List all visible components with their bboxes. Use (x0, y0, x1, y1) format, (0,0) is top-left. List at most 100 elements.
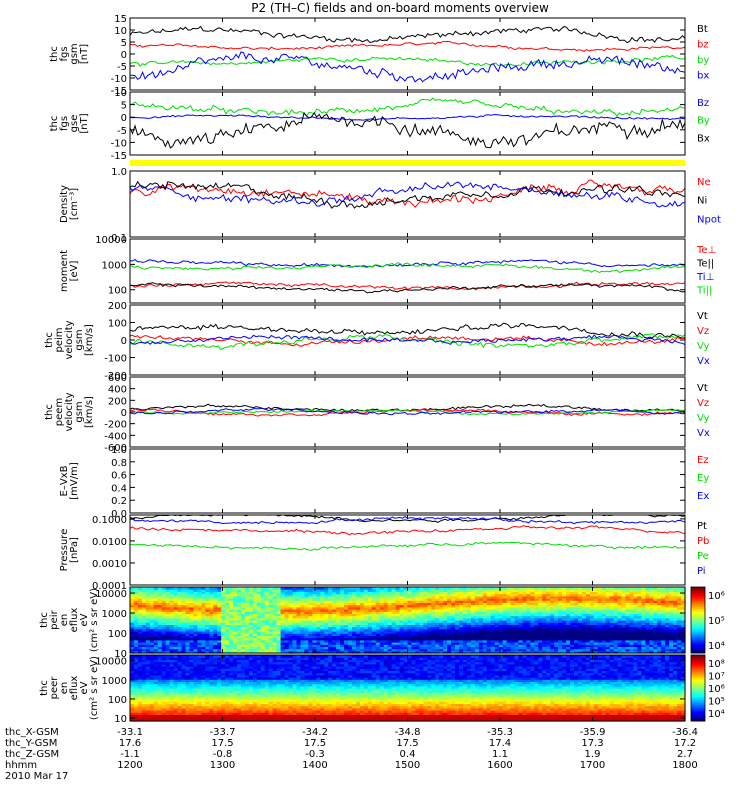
y-tick-label: 0.6 (111, 471, 127, 482)
y-axis-label: [cm⁻³] (69, 188, 80, 220)
legend-label: Vz (697, 326, 709, 337)
y-tick-label: -10 (111, 138, 127, 149)
y-tick-label: 15 (114, 14, 127, 25)
panel-ion-spectrogram: 10⁶ 10⁵ 10⁴ 10000 1000 100 10 thc peir en eflux eV(… (39, 586, 725, 660)
colorbar-tick-label: 10⁶ (708, 684, 725, 695)
legend-label: Bz (697, 98, 709, 109)
legend-label: Ne (697, 177, 711, 188)
series-line-by (129, 54, 686, 67)
ephemeris-row-label: thc_Z-GSM (5, 749, 59, 760)
ephemeris-value: 17.4 (489, 738, 511, 749)
date-label: 2010 Mar 17 (5, 771, 68, 782)
y-axis-label: thc (44, 404, 55, 420)
legend-label: Pb (697, 536, 709, 547)
y-axis-label: velocity (64, 392, 75, 431)
legend-label: Ti|| (696, 286, 712, 297)
panel-frame (129, 17, 686, 91)
y-axis-label: en (59, 614, 70, 627)
series-line-bz (129, 40, 686, 52)
y-tick-label: 10 (114, 26, 127, 37)
y-tick-label: 5 (121, 38, 127, 49)
y-axis-label: velocity (64, 320, 75, 359)
flag-bar (130, 160, 685, 166)
legend-label: Vx (697, 428, 710, 439)
y-tick-label: 0.1000 (92, 515, 127, 526)
y-tick-label: -200 (104, 371, 127, 382)
y-tick-label: 1.0 (111, 445, 127, 456)
y-axis-label: [nT] (79, 44, 90, 64)
panel-frame (129, 448, 686, 514)
y-tick-label: -5 (117, 62, 127, 73)
y-tick-label: 200 (108, 396, 127, 407)
ephemeris-row-label: thc_X-GSM (5, 727, 59, 738)
y-axis-label: gsm (74, 401, 85, 422)
y-tick-label: -15 (111, 151, 127, 162)
y-tick-label: 0.0100 (92, 537, 127, 548)
legend-label: Ez (697, 455, 709, 466)
y-axis-label: [km/s] (84, 396, 95, 428)
chart-title: P2 (TH–C) fields and on-board moments ov… (251, 1, 549, 15)
series-line-bx (129, 51, 686, 83)
panel-fgs-despun: Bz By Bx 10 50 -5-10 -15 thc fgs gse [nT] (49, 88, 710, 162)
ephemeris-value: 17.5 (396, 738, 418, 749)
y-axis-label: peim (54, 327, 65, 352)
y-tick-label: 1000 (102, 260, 127, 271)
colorbar-tick-label: 10⁶ (708, 591, 725, 602)
series-line-Pb (129, 524, 686, 536)
legend-label: by (697, 55, 709, 66)
y-axis-label: fgs (59, 116, 70, 131)
y-tick-label: 0.1 (111, 233, 127, 244)
panel-frame (129, 514, 686, 586)
series-line-Vy (129, 409, 686, 416)
y-axis-label: en (59, 682, 70, 695)
ephemeris-row-label: thc_Y-GSM (5, 738, 57, 749)
y-tick-label: -400 (104, 431, 127, 442)
legend-label: Bt (697, 24, 708, 35)
y-axis-label: [mV/m] (69, 462, 80, 500)
panel-frame (129, 170, 686, 238)
y-axis-label: peer (49, 676, 60, 700)
x-axis: thc_X-GSM -33.1 -33.7 -34.2 -34.8 -35.3 -35.9 -… (5, 727, 698, 782)
series-line-Vt (129, 322, 686, 339)
ephemeris-value: 1.1 (492, 749, 508, 760)
series-line-Ti (129, 258, 686, 268)
legend-label: Ey (697, 473, 709, 484)
legend-label: Te|| (696, 259, 714, 270)
ephemeris-value: -35.3 (487, 727, 513, 738)
y-tick-label: 10 (114, 88, 127, 99)
y-tick-label: 5 (121, 101, 127, 112)
ephemeris-value: 1300 (210, 760, 235, 771)
y-axis-label: Pressure (59, 529, 70, 572)
legend-label: Ex (697, 491, 709, 502)
y-tick-label: 10000 (95, 589, 127, 600)
panel-density: Ne Ni Npot 1.0 0.1 Density [cm⁻³] (59, 167, 721, 244)
y-axis-label: gse (69, 115, 80, 133)
y-axis-label: thc (39, 612, 50, 628)
y-tick-label: 400 (108, 385, 127, 396)
series-line-Ti (129, 262, 686, 274)
ephemeris-value: -0.3 (305, 749, 325, 760)
y-axis-label: peem (54, 398, 65, 426)
ephemeris-value: 1400 (302, 760, 327, 771)
ephemeris-value: 17.5 (304, 738, 326, 749)
ephemeris-value: 1.9 (585, 749, 601, 760)
series-line-By (129, 97, 686, 117)
y-axis-label: thc (49, 46, 60, 62)
legend-label: Vt (697, 311, 708, 322)
ephemeris-value: 1200 (117, 760, 142, 771)
series-line-Pe (129, 541, 686, 551)
y-tick-label: 0 (121, 336, 127, 347)
y-tick-label: 0 (121, 50, 127, 61)
legend-label: Ti⊥ (696, 272, 714, 283)
colorbar-tick-label: 10⁴ (708, 641, 725, 652)
panel-frame (129, 376, 686, 448)
spectrogram-cells (130, 655, 686, 722)
ephemeris-value: 17.2 (674, 738, 696, 749)
series-line-Ni (129, 180, 686, 209)
colorbar-tick-label: 10⁵ (708, 697, 725, 708)
legend-label: Pi (697, 566, 706, 577)
